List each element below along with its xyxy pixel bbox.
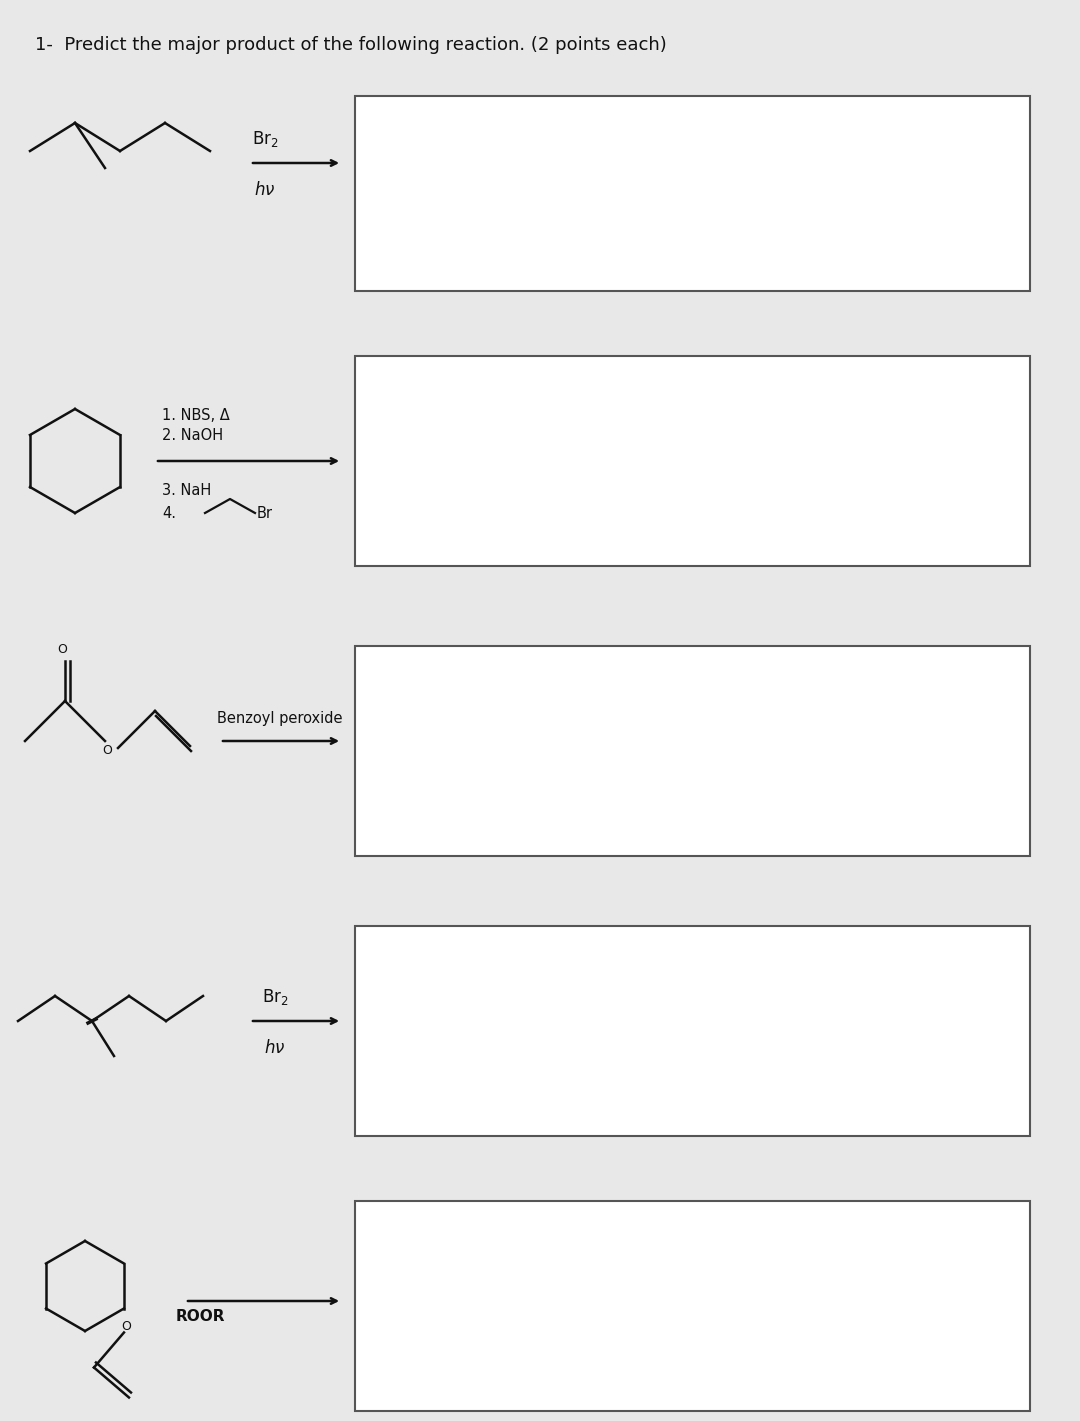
FancyBboxPatch shape bbox=[355, 97, 1030, 291]
Text: Br$_2$: Br$_2$ bbox=[252, 129, 279, 149]
Text: O: O bbox=[102, 745, 112, 757]
Text: $h\nu$: $h\nu$ bbox=[265, 1039, 286, 1057]
FancyBboxPatch shape bbox=[355, 357, 1030, 566]
Text: 1-  Predict the major product of the following reaction. (2 points each): 1- Predict the major product of the foll… bbox=[35, 36, 666, 54]
Text: ROOR: ROOR bbox=[175, 1309, 225, 1324]
Text: 1. NBS, Δ: 1. NBS, Δ bbox=[162, 408, 230, 423]
FancyBboxPatch shape bbox=[355, 647, 1030, 855]
Text: Br$_2$: Br$_2$ bbox=[261, 988, 288, 1007]
Text: Benzoyl peroxide: Benzoyl peroxide bbox=[217, 710, 342, 726]
FancyBboxPatch shape bbox=[355, 926, 1030, 1135]
Text: Br: Br bbox=[257, 506, 273, 522]
Text: 2. NaOH: 2. NaOH bbox=[162, 428, 224, 443]
Text: O: O bbox=[57, 642, 67, 657]
Text: $h\nu$: $h\nu$ bbox=[254, 180, 275, 199]
Text: 4.: 4. bbox=[162, 506, 176, 522]
FancyBboxPatch shape bbox=[355, 1201, 1030, 1411]
Text: O: O bbox=[121, 1320, 131, 1333]
Text: 3. NaH: 3. NaH bbox=[162, 483, 212, 497]
